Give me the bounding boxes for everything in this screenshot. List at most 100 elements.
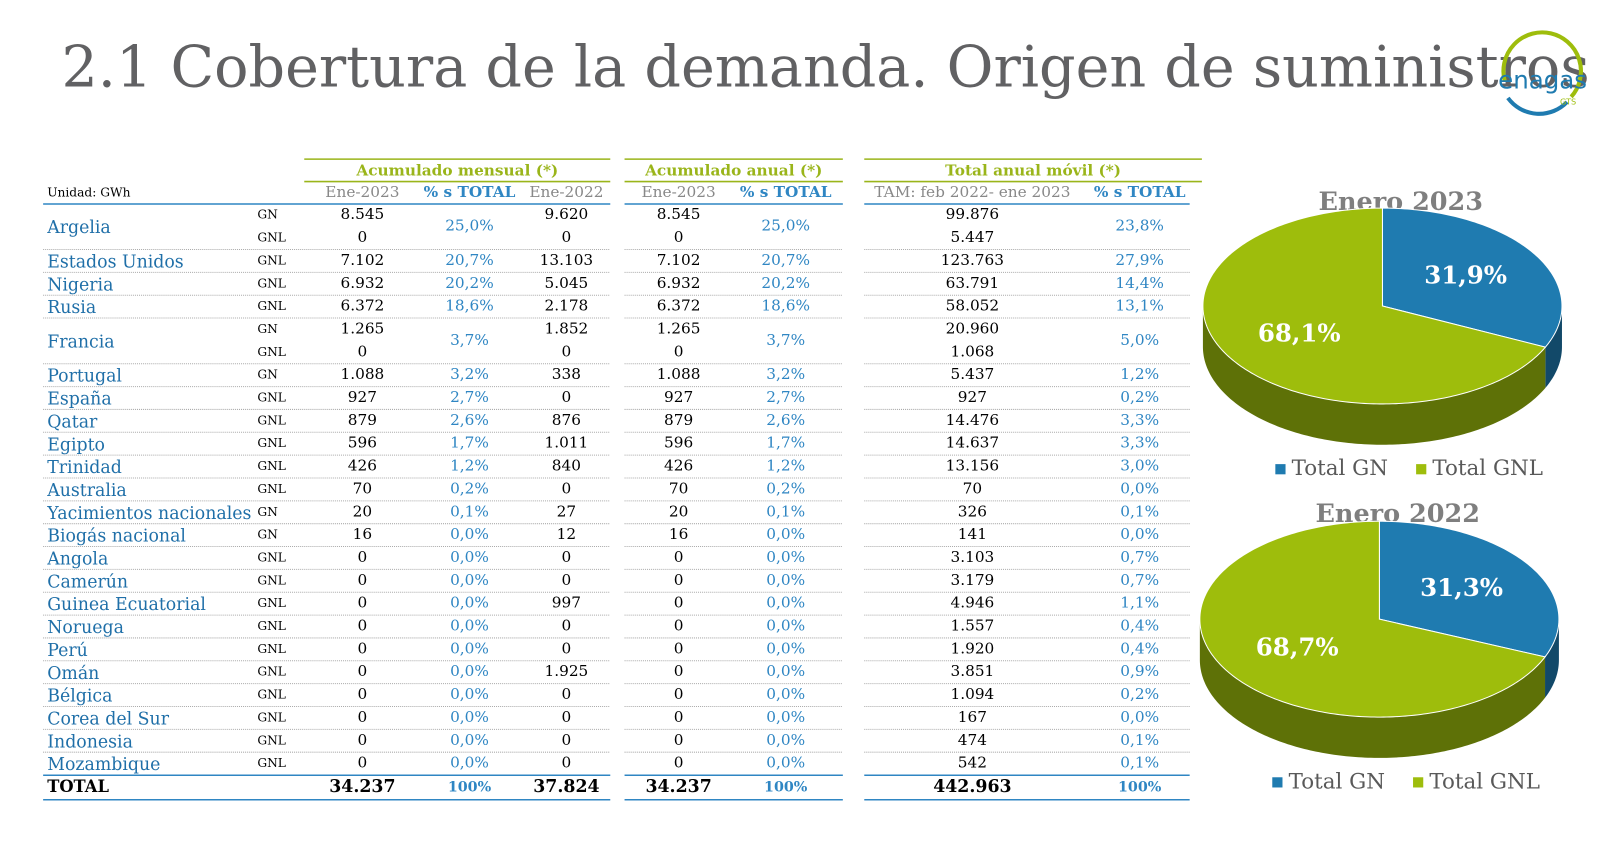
cell: 8.545 [657, 205, 701, 223]
legend-swatch [1413, 777, 1424, 788]
cell: 0 [358, 708, 368, 726]
cell-pct: 3,3% [1120, 434, 1159, 452]
cell: 13.156 [946, 457, 1000, 475]
cell: 58.052 [946, 297, 1000, 315]
total-cell: 37.824 [533, 777, 599, 797]
cell: 6.372 [657, 297, 701, 315]
cell: 0 [358, 571, 368, 589]
cell: 338 [552, 365, 581, 383]
pie-side [1199, 619, 1546, 758]
cell-pct: 0,1% [1120, 754, 1159, 772]
cell: 0 [674, 731, 684, 749]
country: Omán [47, 664, 99, 684]
legend-swatch [1272, 777, 1283, 788]
column-header: Ene-2022 [529, 183, 603, 201]
cell: 879 [664, 411, 693, 429]
cell: 1.925 [545, 662, 589, 680]
cell: 840 [552, 457, 581, 475]
total-cell: 34.237 [645, 777, 711, 797]
cell-pct: 0,0% [450, 754, 489, 772]
column-header: % s TOTAL [1094, 183, 1186, 201]
cell-pct: 0,4% [1120, 617, 1159, 635]
legend-label: Total GNL [1429, 769, 1540, 794]
cell: 0 [674, 617, 684, 635]
cell-pct: 0,0% [766, 662, 805, 680]
cell: 5.045 [545, 274, 589, 292]
cell: 1.011 [545, 434, 589, 452]
slice-label: 31,3% [1420, 573, 1503, 602]
logo-sub: GTS [1560, 97, 1576, 107]
cell-pct: 0,4% [1120, 639, 1159, 657]
cell-pct: 0,0% [450, 571, 489, 589]
column-header: Ene-2023 [642, 183, 716, 201]
cell-pct: 27,9% [1115, 251, 1164, 269]
cell: 6.932 [341, 274, 385, 292]
cell-pct: 1,2% [1120, 365, 1159, 383]
logo-arc [1501, 30, 1583, 99]
cell: 1.852 [545, 319, 589, 337]
cell-pct: 3,7% [766, 331, 805, 349]
cell-pct: 1,7% [766, 434, 805, 452]
country: Trinidad [47, 458, 122, 478]
supply-type: GNL [257, 459, 286, 473]
cell: 14.476 [946, 411, 1000, 429]
cell: 0 [562, 639, 572, 657]
cell-pct: 18,6% [761, 297, 810, 315]
cell: 0 [358, 639, 368, 657]
country: Argelia [46, 218, 111, 238]
cell-pct: 1,7% [450, 434, 489, 452]
cell-pct: 3,2% [450, 365, 489, 383]
country: Guinea Ecuatorial [47, 595, 206, 615]
table: Acumulado mensual (*) Acumulado anual (*)… [43, 158, 1202, 801]
cell: 426 [664, 457, 693, 475]
cell: 0 [562, 342, 572, 360]
cell: 0 [674, 228, 684, 246]
cell: 12 [557, 525, 576, 543]
cell: 1.088 [341, 365, 385, 383]
cell: 123.763 [941, 251, 1004, 269]
supply-type: GNL [257, 482, 286, 496]
cell: 9.620 [545, 205, 589, 223]
slice-label: 68,1% [1258, 319, 1341, 348]
column-header: % s TOTAL [740, 183, 832, 201]
cell: 0 [358, 228, 368, 246]
cell-pct: 1,1% [1120, 594, 1159, 612]
cell: 167 [958, 708, 987, 726]
cell-pct: 0,0% [766, 525, 805, 543]
cell: 4.946 [950, 594, 994, 612]
cell-pct: 0,0% [766, 685, 805, 703]
group-header: Acumulado anual (*) [644, 161, 822, 179]
cell: 0 [562, 548, 572, 566]
cell: 1.265 [657, 319, 701, 337]
supply-type: GNL [257, 253, 286, 267]
column-header: TAM: feb 2022- ene 2023 [874, 183, 1070, 201]
country: Francia [47, 332, 114, 352]
cell-pct: 2,7% [450, 388, 489, 406]
cell: 70 [353, 479, 372, 497]
cell-pct: 20,2% [761, 274, 810, 292]
country: España [47, 390, 111, 410]
cell: 6.932 [657, 274, 701, 292]
cell: 70 [669, 479, 688, 497]
cell: 0 [358, 617, 368, 635]
cell-pct: 0,2% [450, 479, 489, 497]
country: Camerún [47, 572, 128, 592]
cell: 0 [358, 662, 368, 680]
supply-type: GNL [257, 596, 286, 610]
cell: 1.088 [657, 365, 701, 383]
cell-pct: 18,6% [445, 297, 494, 315]
title: 2.1 Cobertura de la demanda. Origen de s… [61, 34, 1589, 100]
supply-type: GNL [257, 299, 286, 313]
cell: 0 [562, 708, 572, 726]
cell: 27 [557, 502, 576, 520]
cell: 0 [562, 388, 572, 406]
country: Rusia [47, 298, 96, 318]
cell: 326 [958, 502, 987, 520]
cell-pct: 0,0% [766, 708, 805, 726]
cell-pct: 13,1% [1115, 297, 1164, 315]
cell: 0 [674, 571, 684, 589]
cell-pct: 20,2% [445, 274, 494, 292]
total-cell: 100% [1118, 779, 1162, 795]
cell: 2.178 [545, 297, 589, 315]
supply-type: GNL [257, 573, 286, 587]
